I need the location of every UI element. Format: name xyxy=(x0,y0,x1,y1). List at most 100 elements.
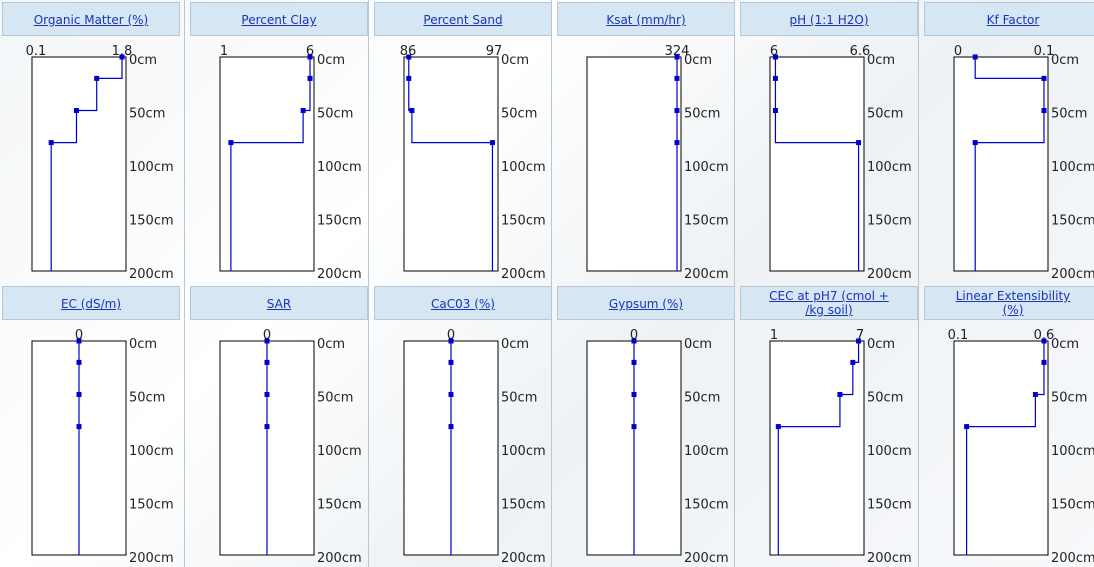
depth-label: 200cm xyxy=(867,267,912,282)
depth-label: 200cm xyxy=(317,551,362,566)
header-link-percent-sand[interactable]: Percent Sand xyxy=(423,13,503,27)
plot-frame xyxy=(769,340,865,556)
horizon-marker xyxy=(964,424,970,430)
horizon-marker xyxy=(631,359,637,365)
header-link-ksat-mm-hr[interactable]: Ksat (mm/hr) xyxy=(606,13,686,27)
horizon-marker xyxy=(406,75,412,81)
depth-label: 150cm xyxy=(317,214,362,229)
depth-label: 200cm xyxy=(1051,267,1094,282)
scale-max-label: 6 xyxy=(306,44,314,59)
horizon-marker xyxy=(264,338,270,344)
horizon-marker xyxy=(73,108,79,113)
depth-label: 100cm xyxy=(501,160,546,175)
plot-frame xyxy=(953,56,1049,272)
horizon-marker xyxy=(772,54,778,60)
profile-step-line xyxy=(777,341,860,555)
header-link-ph-1-1-h2o[interactable]: pH (1:1 H2O) xyxy=(789,13,869,27)
header-gypsum: Gypsum (%) xyxy=(557,286,735,320)
header-link-line2-linear-extensibility[interactable]: (%) xyxy=(1002,303,1024,317)
horizon-marker xyxy=(489,140,495,146)
plot-frame xyxy=(219,56,315,272)
scale-min-label: 0.1 xyxy=(948,328,969,343)
horizon-marker xyxy=(631,424,637,430)
horizon-marker xyxy=(406,54,412,60)
horizon-marker xyxy=(448,338,454,344)
depth-label: 50cm xyxy=(867,391,903,406)
horizon-marker xyxy=(228,140,234,146)
header-kf-factor: Kf Factor xyxy=(924,2,1094,36)
column-separator xyxy=(368,0,369,567)
header-link-gypsum[interactable]: Gypsum (%) xyxy=(608,297,684,311)
column-separator xyxy=(918,0,919,567)
depth-label: 150cm xyxy=(867,214,912,229)
depth-label: 50cm xyxy=(317,391,353,406)
depth-label: 150cm xyxy=(501,214,546,229)
depth-label: 100cm xyxy=(684,160,729,175)
header-link-cec-at-ph7-cmol[interactable]: CEC at pH7 (cmol + xyxy=(769,289,889,303)
depth-label: 200cm xyxy=(501,267,546,282)
scale-max-label: 0 xyxy=(75,328,83,343)
depth-label: 0cm xyxy=(684,337,712,352)
column-separator xyxy=(734,0,735,567)
header-link-line2-cec-at-ph7-cmol[interactable]: /kg soil) xyxy=(805,303,853,317)
scale-max-label: 7 xyxy=(856,328,864,343)
scale-max-label: 324 xyxy=(665,44,690,59)
header-link-organic-matter[interactable]: Organic Matter (%) xyxy=(33,13,149,27)
horizon-marker xyxy=(631,392,637,397)
depth-label: 200cm xyxy=(867,551,912,566)
depth-label: 0cm xyxy=(501,53,529,68)
horizon-marker xyxy=(264,424,270,430)
horizon-marker xyxy=(448,392,454,397)
header-link-ec-ds-m[interactable]: EC (dS/m) xyxy=(60,297,122,311)
plot-frame xyxy=(586,56,682,272)
depth-label: 0cm xyxy=(867,53,895,68)
horizon-marker xyxy=(631,338,637,344)
horizon-marker xyxy=(76,338,82,344)
scale-max-label: 0.6 xyxy=(1034,328,1055,343)
depth-label: 200cm xyxy=(317,267,362,282)
horizon-marker xyxy=(264,392,270,397)
depth-label: 50cm xyxy=(501,107,537,122)
horizon-marker xyxy=(76,424,82,430)
scale-min-label: 86 xyxy=(400,44,417,59)
header-link-kf-factor[interactable]: Kf Factor xyxy=(986,13,1040,27)
scale-max-label: 0 xyxy=(447,328,455,343)
depth-label: 100cm xyxy=(684,444,729,459)
depth-label: 50cm xyxy=(1051,107,1087,122)
horizon-marker xyxy=(775,424,781,430)
header-percent-clay: Percent Clay xyxy=(190,2,368,36)
depth-label: 50cm xyxy=(684,391,720,406)
scale-max-label: 0 xyxy=(630,328,638,343)
horizon-marker xyxy=(119,54,125,60)
depth-label: 0cm xyxy=(1051,53,1079,68)
depth-label: 50cm xyxy=(129,391,165,406)
horizon-marker xyxy=(674,108,680,113)
depth-label: 100cm xyxy=(317,160,362,175)
header-link-sar[interactable]: SAR xyxy=(266,297,292,311)
horizon-marker xyxy=(409,108,415,113)
depth-label: 50cm xyxy=(317,107,353,122)
scale-min-label: 1 xyxy=(220,44,228,59)
depth-label: 150cm xyxy=(1051,498,1094,513)
depth-label: 200cm xyxy=(129,267,174,282)
horizon-marker xyxy=(837,392,843,397)
horizon-marker xyxy=(674,75,680,81)
header-link-cac03[interactable]: CaC03 (%) xyxy=(431,297,495,311)
depth-label: 0cm xyxy=(129,53,157,68)
depth-label: 50cm xyxy=(1051,391,1087,406)
header-cec-at-ph7-cmol: CEC at pH7 (cmol +/kg soil) xyxy=(740,286,918,320)
horizon-marker xyxy=(94,75,100,81)
depth-label: 200cm xyxy=(1051,551,1094,566)
depth-label: 50cm xyxy=(684,107,720,122)
scale-max-label: 0.1 xyxy=(1034,44,1055,59)
header-link-percent-clay[interactable]: Percent Clay xyxy=(241,13,317,27)
header-sar: SAR xyxy=(190,286,368,320)
depth-label: 50cm xyxy=(501,391,537,406)
depth-label: 200cm xyxy=(501,551,546,566)
header-link-linear-extensibility[interactable]: Linear Extensibility xyxy=(955,289,1071,303)
scale-min-label: 0 xyxy=(954,44,962,59)
depth-label: 0cm xyxy=(684,53,712,68)
